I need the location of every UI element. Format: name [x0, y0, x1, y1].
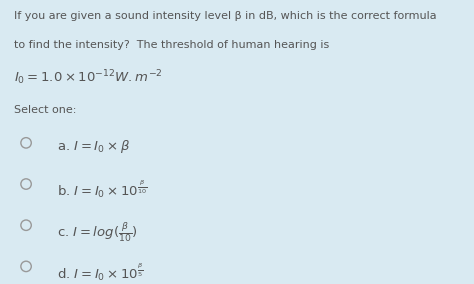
Text: a. $I = I_0 \times \beta$: a. $I = I_0 \times \beta$: [57, 138, 130, 155]
Text: to find the intensity?  The threshold of human hearing is: to find the intensity? The threshold of …: [14, 40, 329, 50]
Text: If you are given a sound intensity level β in dB, which is the correct formula: If you are given a sound intensity level…: [14, 11, 437, 21]
Text: d. $I = I_0 \times 10^{\frac{\beta}{5}}$: d. $I = I_0 \times 10^{\frac{\beta}{5}}$: [57, 261, 144, 283]
Text: b. $I = I_0 \times 10^{\frac{\beta}{10}}$: b. $I = I_0 \times 10^{\frac{\beta}{10}}…: [57, 179, 147, 200]
Text: $I_0 = 1.0 \times 10^{-12}W.m^{-2}$: $I_0 = 1.0 \times 10^{-12}W.m^{-2}$: [14, 68, 163, 87]
Text: Select one:: Select one:: [14, 105, 77, 115]
Text: c. $I = log(\frac{\beta}{10})$: c. $I = log(\frac{\beta}{10})$: [57, 220, 137, 244]
